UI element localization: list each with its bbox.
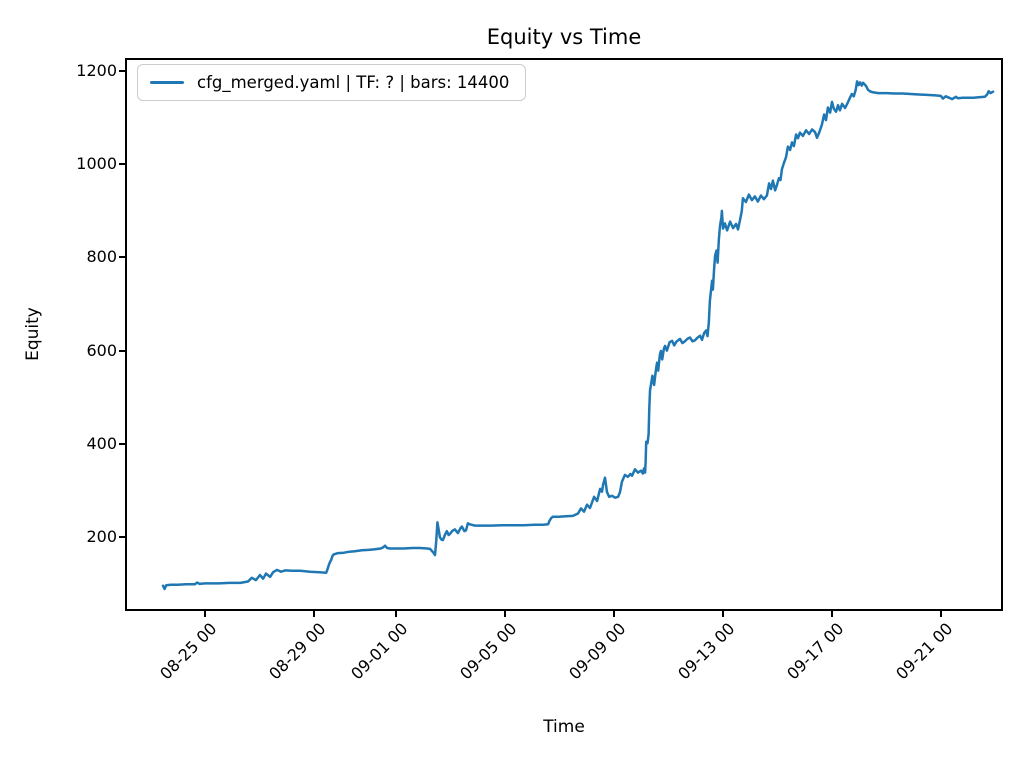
y-tick-label: 600 xyxy=(86,340,117,360)
legend-box: cfg_merged.yaml | TF: ? | bars: 14400 xyxy=(137,64,527,101)
legend-line-swatch-icon xyxy=(150,80,184,85)
x-tick-mark xyxy=(313,611,315,617)
x-tick-mark xyxy=(939,611,942,617)
y-tick-label: 800 xyxy=(86,247,117,267)
x-tick-mark xyxy=(203,611,206,617)
y-tick-mark xyxy=(119,535,125,538)
y-tick-label: 400 xyxy=(86,433,117,453)
x-tick-mark xyxy=(721,611,724,617)
chart-title: Equity vs Time xyxy=(486,25,642,49)
y-tick-label: 1200 xyxy=(76,61,117,81)
y-tick-mark xyxy=(119,256,125,259)
equity-line xyxy=(161,80,995,591)
x-axis-label: Time xyxy=(543,717,585,737)
plot-area xyxy=(119,58,1003,617)
y-tick-label: 1000 xyxy=(76,154,117,174)
x-tick-mark xyxy=(612,611,615,617)
x-tick-mark xyxy=(394,611,397,617)
y-tick-mark xyxy=(119,349,125,352)
y-tick-label: 200 xyxy=(86,526,117,546)
y-tick-mark xyxy=(119,442,125,445)
equity-line-svg xyxy=(161,80,995,591)
x-tick-mark xyxy=(503,611,506,617)
x-tick-mark xyxy=(830,611,833,617)
legend-label: cfg_merged.yaml | TF: ? | bars: 14400 xyxy=(197,73,510,92)
y-tick-mark xyxy=(119,163,125,166)
y-tick-mark xyxy=(119,70,125,73)
